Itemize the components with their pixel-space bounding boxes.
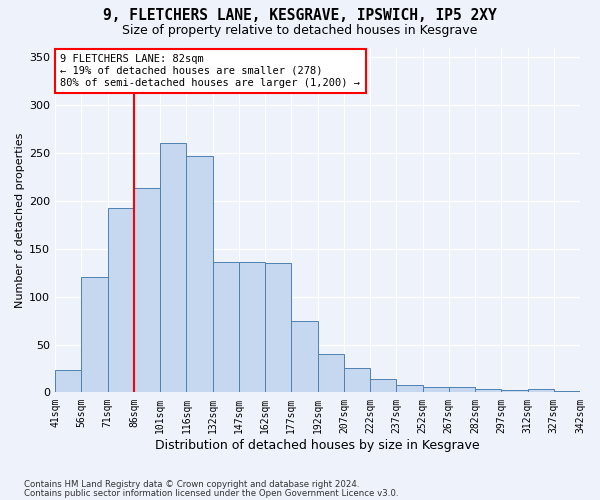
Bar bbox=[475, 388, 501, 392]
Text: Size of property relative to detached houses in Kesgrave: Size of property relative to detached ho… bbox=[122, 24, 478, 37]
Bar bbox=[292, 320, 317, 392]
Bar bbox=[187, 156, 212, 392]
Bar bbox=[317, 354, 344, 393]
Text: 9, FLETCHERS LANE, KESGRAVE, IPSWICH, IP5 2XY: 9, FLETCHERS LANE, KESGRAVE, IPSWICH, IP… bbox=[103, 8, 497, 22]
Bar bbox=[212, 262, 239, 392]
Bar bbox=[370, 379, 397, 392]
Text: Contains public sector information licensed under the Open Government Licence v3: Contains public sector information licen… bbox=[24, 489, 398, 498]
X-axis label: Distribution of detached houses by size in Kesgrave: Distribution of detached houses by size … bbox=[155, 440, 480, 452]
Bar bbox=[527, 388, 554, 392]
Bar bbox=[134, 188, 160, 392]
Bar bbox=[107, 208, 134, 392]
Y-axis label: Number of detached properties: Number of detached properties bbox=[15, 132, 25, 308]
Bar bbox=[82, 278, 107, 392]
Text: Contains HM Land Registry data © Crown copyright and database right 2024.: Contains HM Land Registry data © Crown c… bbox=[24, 480, 359, 489]
Bar bbox=[397, 385, 422, 392]
Bar bbox=[449, 386, 475, 392]
Bar bbox=[265, 263, 292, 392]
Bar bbox=[160, 144, 187, 392]
Text: 9 FLETCHERS LANE: 82sqm
← 19% of detached houses are smaller (278)
80% of semi-d: 9 FLETCHERS LANE: 82sqm ← 19% of detache… bbox=[61, 54, 361, 88]
Bar bbox=[55, 370, 82, 392]
Bar bbox=[239, 262, 265, 392]
Bar bbox=[554, 390, 580, 392]
Bar bbox=[344, 368, 370, 392]
Bar bbox=[501, 390, 527, 392]
Bar bbox=[422, 386, 449, 392]
